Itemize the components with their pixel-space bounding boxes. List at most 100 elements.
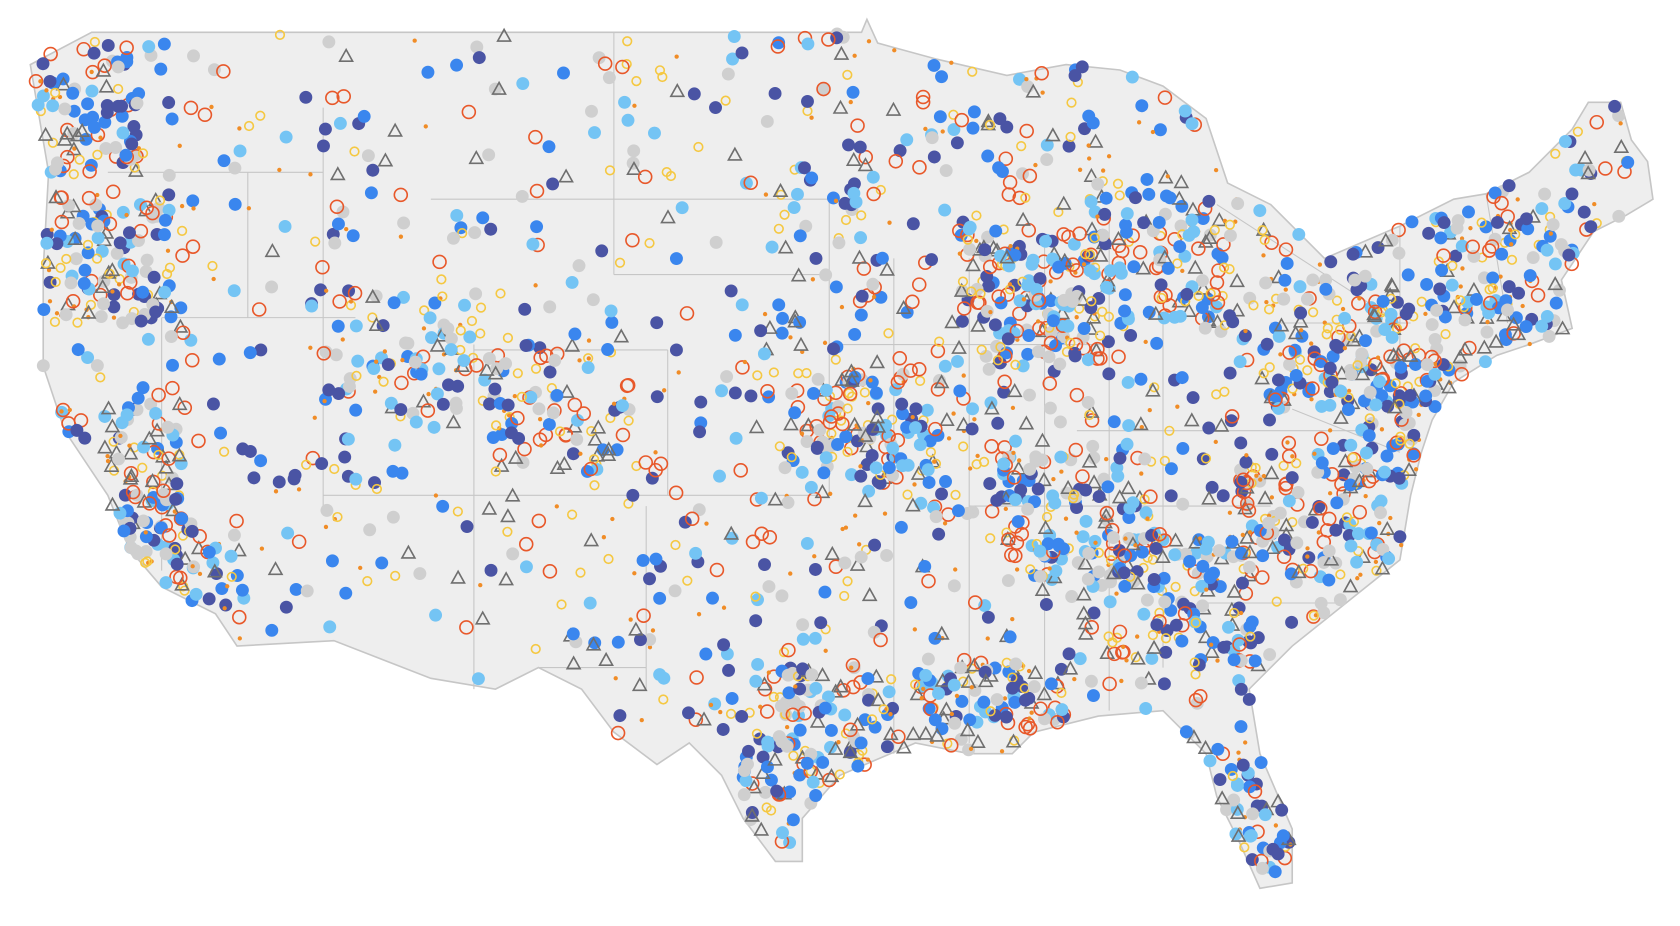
marker [66, 86, 80, 100]
marker [1016, 140, 1027, 152]
marker [1218, 262, 1230, 273]
marker [358, 565, 363, 571]
marker [265, 280, 279, 294]
marker [950, 136, 964, 150]
marker [1480, 325, 1494, 339]
marker [1033, 701, 1048, 716]
marker [735, 298, 749, 312]
marker [502, 526, 513, 537]
marker [1342, 345, 1348, 351]
marker [1174, 219, 1188, 233]
marker [1066, 97, 1077, 108]
marker [1476, 339, 1493, 354]
marker [787, 313, 803, 328]
marker [543, 365, 557, 379]
marker [459, 620, 474, 635]
marker [989, 224, 1003, 238]
marker [81, 190, 97, 206]
marker [122, 226, 136, 240]
marker [481, 500, 498, 515]
marker [1455, 239, 1469, 253]
marker [141, 332, 155, 346]
marker [588, 126, 601, 140]
marker [592, 51, 606, 65]
marker [558, 168, 574, 183]
marker [1315, 456, 1329, 470]
marker [1090, 341, 1105, 357]
marker [1097, 306, 1108, 317]
marker [87, 120, 101, 134]
marker [1019, 123, 1034, 139]
marker [1110, 230, 1127, 245]
marker [859, 387, 870, 398]
marker [1612, 209, 1626, 223]
marker [542, 564, 558, 579]
marker [126, 264, 139, 278]
marker [879, 261, 895, 276]
marker [58, 102, 72, 116]
marker [390, 570, 401, 581]
marker [1239, 842, 1250, 853]
marker [59, 308, 73, 322]
marker [626, 488, 640, 502]
marker [1060, 479, 1076, 494]
marker [1106, 531, 1120, 544]
marker [1079, 514, 1093, 528]
marker [432, 362, 446, 376]
marker [349, 319, 363, 333]
marker [1022, 329, 1036, 342]
marker [1156, 292, 1167, 304]
marker [1049, 564, 1063, 578]
marker [994, 249, 1008, 263]
marker [1251, 631, 1265, 645]
marker [113, 83, 124, 95]
marker [929, 510, 943, 524]
marker [1016, 167, 1029, 181]
marker [184, 333, 198, 347]
marker [985, 533, 996, 544]
marker [162, 188, 176, 202]
marker [1227, 510, 1233, 515]
marker [1152, 215, 1166, 229]
marker [843, 722, 858, 738]
marker [1039, 598, 1053, 611]
marker [506, 413, 512, 418]
marker [474, 610, 491, 625]
marker [548, 353, 562, 367]
marker [854, 469, 868, 483]
marker [1209, 300, 1223, 314]
marker [1123, 536, 1128, 541]
marker [930, 343, 946, 359]
marker [1350, 555, 1364, 569]
marker [1458, 284, 1463, 289]
marker [1234, 682, 1248, 696]
marker [157, 37, 171, 51]
marker [191, 433, 206, 449]
marker [1608, 99, 1622, 113]
marker [1006, 681, 1019, 695]
marker [1519, 320, 1533, 334]
marker [1147, 407, 1152, 413]
marker [632, 103, 637, 108]
marker [157, 487, 170, 501]
marker [813, 423, 827, 437]
marker [165, 380, 180, 396]
marker [1172, 258, 1183, 269]
marker [348, 299, 354, 304]
marker [47, 137, 59, 148]
marker [1179, 725, 1193, 739]
marker [1346, 247, 1360, 261]
marker [104, 418, 121, 433]
marker [1358, 572, 1363, 577]
marker [692, 503, 706, 517]
marker [1180, 287, 1194, 301]
marker [1006, 382, 1023, 398]
marker [1055, 195, 1072, 210]
marker [134, 314, 148, 328]
marker [919, 696, 924, 701]
marker [925, 131, 939, 145]
marker [717, 638, 731, 652]
marker [515, 189, 529, 203]
marker [1224, 409, 1240, 424]
marker [61, 253, 72, 265]
